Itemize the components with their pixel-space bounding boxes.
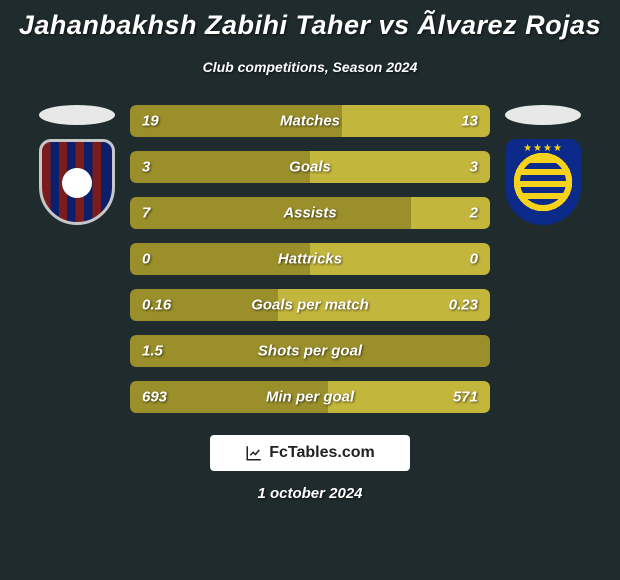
comparison-container: Jahanbakhsh Zabihi Taher vs Ãlvarez Roja… bbox=[0, 0, 620, 580]
right-value: 3 bbox=[470, 159, 478, 176]
right-value: 0 bbox=[470, 251, 478, 268]
left-value: 693 bbox=[142, 389, 167, 406]
right-shadow-ellipse bbox=[505, 105, 581, 125]
right-club-badge: ★★★★ bbox=[505, 139, 581, 225]
bar-right-fill bbox=[411, 197, 490, 229]
left-shadow-ellipse bbox=[39, 105, 115, 125]
left-value: 3 bbox=[142, 159, 150, 176]
stat-label: Assists bbox=[283, 205, 336, 222]
stat-row: 1.5 Shots per goal bbox=[130, 335, 490, 367]
stat-row: 19 13 Matches bbox=[130, 105, 490, 137]
left-club-badge bbox=[39, 139, 115, 225]
footer-brand-text: FcTables.com bbox=[269, 444, 375, 462]
stat-row: 7 2 Assists bbox=[130, 197, 490, 229]
stat-row: 693 571 Min per goal bbox=[130, 381, 490, 413]
star-icon: ★★★★ bbox=[523, 143, 563, 154]
stat-label: Hattricks bbox=[278, 251, 342, 268]
left-value: 7 bbox=[142, 205, 150, 222]
stat-label: Goals per match bbox=[251, 297, 369, 314]
footer-brand-badge: FcTables.com bbox=[210, 435, 410, 471]
left-value: 0.16 bbox=[142, 297, 171, 314]
left-value: 0 bbox=[142, 251, 150, 268]
stat-row: 3 3 Goals bbox=[130, 151, 490, 183]
left-badge-column bbox=[32, 105, 122, 225]
stat-row: 0.16 0.23 Goals per match bbox=[130, 289, 490, 321]
content-row: 19 13 Matches 3 3 Goals 7 2 Assists 0 0 Hattricks 0.… bbox=[0, 105, 620, 413]
left-value: 19 bbox=[142, 113, 159, 130]
stat-label: Matches bbox=[280, 113, 340, 130]
stat-label: Goals bbox=[289, 159, 331, 176]
right-badge-column: ★★★★ bbox=[498, 105, 588, 225]
stat-bars: 19 13 Matches 3 3 Goals 7 2 Assists 0 0 Hattricks 0.… bbox=[130, 105, 490, 413]
stat-row: 0 0 Hattricks bbox=[130, 243, 490, 275]
right-value: 13 bbox=[461, 113, 478, 130]
left-value: 1.5 bbox=[142, 343, 163, 360]
right-value: 0.23 bbox=[449, 297, 478, 314]
stat-label: Min per goal bbox=[266, 389, 354, 406]
bar-left-fill bbox=[130, 197, 411, 229]
page-title: Jahanbakhsh Zabihi Taher vs Ãlvarez Roja… bbox=[0, 10, 620, 41]
bar-left-fill bbox=[130, 151, 310, 183]
footer-date: 1 october 2024 bbox=[0, 485, 620, 502]
right-badge-inner: ★★★★ bbox=[520, 159, 566, 205]
right-value: 571 bbox=[453, 389, 478, 406]
right-value: 2 bbox=[470, 205, 478, 222]
chart-icon bbox=[245, 444, 263, 462]
bar-right-fill bbox=[310, 151, 490, 183]
subtitle: Club competitions, Season 2024 bbox=[0, 59, 620, 75]
stat-label: Shots per goal bbox=[258, 343, 362, 360]
